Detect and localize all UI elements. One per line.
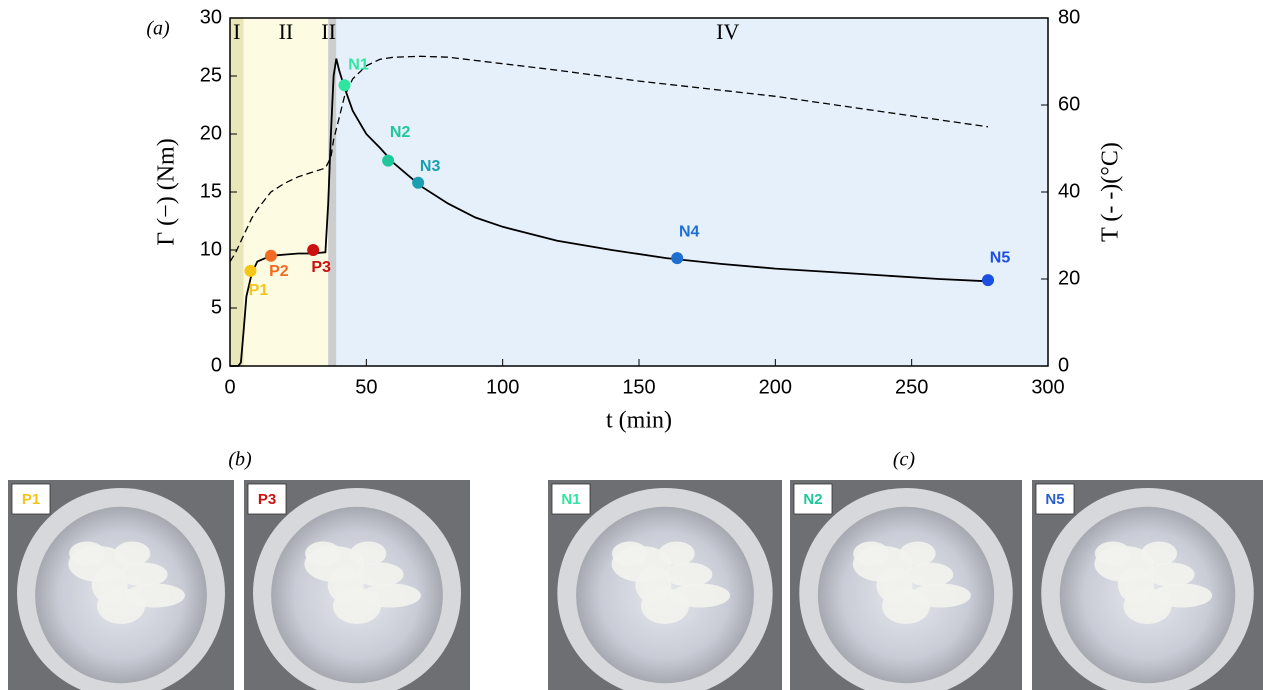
sample-chunk bbox=[1141, 541, 1178, 566]
sample-chunk bbox=[119, 562, 168, 587]
sample-chunk bbox=[1152, 583, 1213, 608]
x-tick-label: 150 bbox=[622, 376, 655, 398]
y-tick-label: 20 bbox=[200, 122, 222, 144]
photo-label: N1 bbox=[561, 491, 580, 508]
marker-label: N3 bbox=[420, 158, 441, 175]
marker-label: N4 bbox=[679, 223, 700, 240]
x-tick-label: 50 bbox=[355, 376, 377, 398]
sample-chunk bbox=[304, 546, 365, 582]
sample-chunk bbox=[658, 541, 695, 566]
marker bbox=[338, 79, 351, 92]
photo-label-box bbox=[793, 483, 833, 515]
y-tick-label: 5 bbox=[211, 296, 222, 318]
photo-label-box bbox=[11, 483, 51, 515]
sample-chunk bbox=[124, 583, 185, 608]
sample-chunk bbox=[68, 546, 129, 582]
region bbox=[328, 18, 337, 366]
marker-label: P2 bbox=[269, 263, 289, 280]
sample-chunk bbox=[852, 546, 913, 582]
y2-tick-label: 80 bbox=[1058, 6, 1080, 28]
sample-chunk bbox=[670, 583, 731, 608]
y-tick-label: 25 bbox=[200, 64, 222, 86]
x-tick-label: 200 bbox=[759, 376, 792, 398]
y2-tick-label: 60 bbox=[1058, 93, 1080, 115]
x-axis-label: t (min) bbox=[606, 408, 672, 434]
y2-axis-label: T (- -)(°C) bbox=[1098, 142, 1124, 242]
marker bbox=[382, 154, 395, 167]
marker bbox=[244, 264, 257, 277]
marker bbox=[671, 252, 684, 265]
sample-chunk bbox=[360, 583, 421, 608]
region bbox=[243, 18, 329, 366]
photo-label: P3 bbox=[258, 491, 276, 508]
marker-label: N2 bbox=[390, 124, 411, 141]
marker-label: N5 bbox=[990, 249, 1011, 266]
dashed-line bbox=[229, 55, 989, 262]
marker-label: N1 bbox=[348, 56, 369, 73]
photo-label-box bbox=[1035, 483, 1075, 515]
sample-chunk bbox=[905, 562, 954, 587]
sample-chunk bbox=[1146, 562, 1195, 587]
y-tick-label: 30 bbox=[200, 6, 222, 28]
y-tick-label: 15 bbox=[200, 180, 222, 202]
sample-chunk bbox=[899, 541, 936, 566]
region bbox=[336, 18, 1049, 366]
sample-chunk bbox=[910, 583, 971, 608]
panel-label: (b) bbox=[228, 449, 252, 471]
sample-chunk bbox=[350, 541, 387, 566]
x-tick-label: 250 bbox=[895, 376, 928, 398]
photo-label-box bbox=[551, 483, 591, 515]
photo-label: P1 bbox=[22, 491, 40, 508]
marker bbox=[264, 249, 277, 262]
panel-label: (a) bbox=[146, 18, 170, 40]
sample-chunk bbox=[664, 562, 713, 587]
marker-label: P1 bbox=[249, 282, 269, 299]
region-label: II bbox=[279, 19, 294, 44]
sample-chunk bbox=[611, 546, 672, 582]
y-tick-label: 0 bbox=[211, 354, 222, 376]
region-label: IV bbox=[716, 19, 739, 44]
y2-tick-label: 40 bbox=[1058, 180, 1080, 202]
marker bbox=[307, 244, 320, 256]
x-tick-label: 0 bbox=[224, 376, 235, 398]
photo-panels: (b) P1 P3 (c) N1 N2 N5 bbox=[8, 449, 1263, 690]
sample-chunk bbox=[114, 541, 151, 566]
x-tick-label: 300 bbox=[1031, 376, 1064, 398]
marker-label: P3 bbox=[311, 259, 331, 276]
y-axis-label: Γ (−) (Nm) bbox=[154, 138, 180, 245]
y-tick-label: 10 bbox=[200, 238, 222, 260]
region-label: I bbox=[233, 19, 240, 44]
x-tick-label: 100 bbox=[486, 376, 519, 398]
panel-label: (c) bbox=[893, 449, 916, 471]
sample-chunk bbox=[1094, 546, 1155, 582]
marker bbox=[982, 274, 995, 287]
photo-label: N5 bbox=[1045, 491, 1064, 508]
y2-tick-label: 20 bbox=[1058, 267, 1080, 289]
photo-label-box bbox=[247, 483, 287, 515]
y2-tick-label: 0 bbox=[1058, 354, 1069, 376]
marker bbox=[412, 176, 425, 189]
photo-label: N2 bbox=[803, 491, 822, 508]
sample-chunk bbox=[355, 562, 404, 587]
